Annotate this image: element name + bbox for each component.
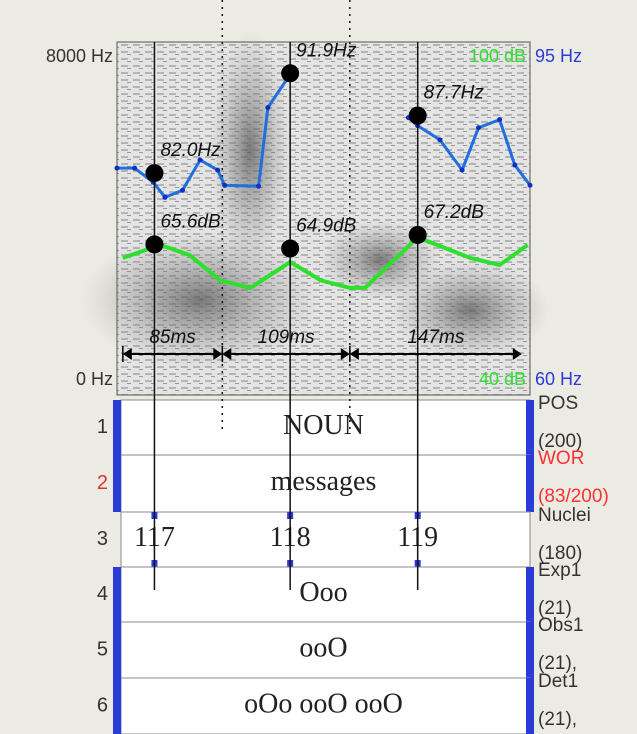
- pitch-sample: [265, 105, 270, 110]
- tier-box: [121, 512, 530, 567]
- pitch-sample: [476, 125, 481, 130]
- intensity-point-label: 65.6dB: [160, 211, 221, 232]
- tier-size: (83/200): [538, 486, 609, 507]
- tier-edge: [526, 455, 534, 512]
- pitch-point-label: 87.7Hz: [424, 83, 485, 104]
- tiers: 1POS(200)NOUN2WOR(83/200)messages3Nuclei…: [97, 393, 609, 734]
- tier-edge: [526, 567, 534, 622]
- pitch-point: [409, 107, 427, 125]
- tier-number: 1: [97, 416, 108, 438]
- interval-label: messages: [271, 466, 377, 497]
- tier-name: Obs1: [538, 615, 583, 636]
- pitch-point: [281, 64, 299, 82]
- tier-edge: [113, 400, 121, 455]
- tier-edge: [113, 455, 121, 512]
- tier-edge: [113, 678, 121, 734]
- tier-edge: [526, 400, 534, 455]
- intensity-point: [409, 226, 427, 244]
- tier-edge: [113, 567, 121, 622]
- pitch-sample: [222, 183, 227, 188]
- tier-name: Exp1: [538, 560, 581, 581]
- interval-label: NOUN: [283, 410, 364, 441]
- pitch-sample: [437, 137, 442, 142]
- praat-view: 1POS(200)NOUN2WOR(83/200)messages3Nuclei…: [0, 0, 637, 734]
- duration-label: 85ms: [149, 327, 196, 348]
- spectrogram-energy: [210, 30, 290, 270]
- duration-label: 147ms: [407, 327, 465, 348]
- db-tick-label: 100 dB: [469, 46, 526, 66]
- pitch-point-label: 91.9Hz: [296, 40, 357, 61]
- pitch-point-label: 82.0Hz: [160, 140, 221, 161]
- page: 1POS(200)NOUN2WOR(83/200)messages3Nuclei…: [0, 0, 637, 734]
- pitch-point: [145, 164, 163, 182]
- tier-name: POS: [538, 393, 578, 414]
- pitch-sample: [256, 184, 261, 189]
- duration-label: 109ms: [258, 327, 316, 348]
- tier-name: Det1: [538, 671, 578, 692]
- tier-edge: [113, 622, 121, 678]
- interval-label: Ooo: [299, 577, 347, 608]
- tier-edge: [526, 622, 534, 678]
- pitch-sample: [460, 168, 465, 173]
- freq-tick-label: 0 Hz: [76, 369, 113, 389]
- intensity-point: [281, 240, 299, 258]
- pitch-sample: [162, 195, 167, 200]
- tier-name: WOR: [538, 448, 584, 469]
- tier-number: 4: [97, 583, 108, 605]
- pitch-sample: [512, 163, 517, 168]
- pitch-tick-label: 95 Hz: [535, 46, 582, 66]
- tier-number: 2: [97, 472, 108, 494]
- tier-size: (21),: [538, 709, 577, 730]
- interval-label: ooO: [299, 632, 347, 663]
- intensity-point: [145, 235, 163, 253]
- pitch-sample: [528, 183, 533, 188]
- db-tick-label: 40 dB: [479, 369, 526, 389]
- pitch-tick-label: 60 Hz: [535, 369, 582, 389]
- tier-number: 5: [97, 638, 108, 660]
- intensity-point-label: 67.2dB: [424, 202, 485, 223]
- tier-number: 3: [97, 528, 108, 550]
- pitch-sample: [132, 166, 137, 171]
- tier-edge: [526, 678, 534, 734]
- pitch-sample: [497, 117, 502, 122]
- pitch-sample: [180, 188, 185, 193]
- tier-name: Nuclei: [538, 505, 591, 526]
- freq-tick-label: 8000 Hz: [46, 46, 113, 66]
- interval-label: oOo ooO ooO: [244, 688, 403, 719]
- intensity-point-label: 64.9dB: [296, 216, 357, 237]
- pitch-sample: [215, 168, 220, 173]
- tier-number: 6: [97, 694, 108, 716]
- pitch-sample: [115, 166, 120, 171]
